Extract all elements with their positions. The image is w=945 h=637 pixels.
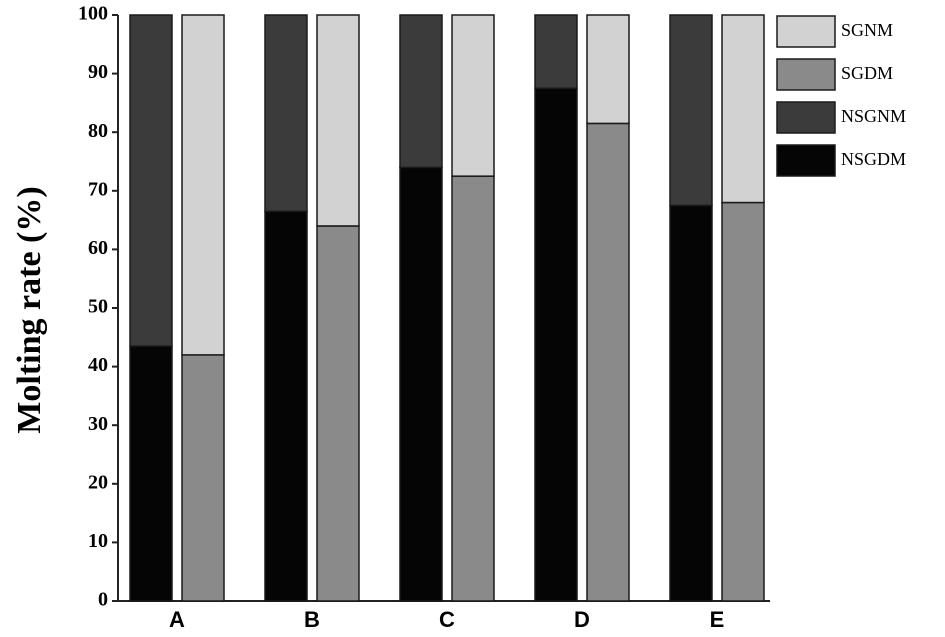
x-tick-label: B bbox=[304, 607, 320, 632]
legend-label: NSGNM bbox=[841, 106, 906, 126]
y-tick-label: 20 bbox=[88, 471, 108, 493]
legend-label: SGDM bbox=[841, 63, 893, 83]
x-tick-label: A bbox=[169, 607, 185, 632]
bar-segment bbox=[399, 166, 443, 602]
y-tick-label: 90 bbox=[88, 61, 108, 83]
bar-segment bbox=[721, 14, 765, 204]
bar-segment bbox=[316, 14, 360, 227]
bar-segment bbox=[721, 201, 765, 602]
bar-segment bbox=[316, 225, 360, 602]
bar-segment bbox=[534, 87, 578, 602]
legend-swatch bbox=[776, 144, 836, 177]
y-tick-label: 0 bbox=[98, 589, 108, 611]
y-tick-label: 40 bbox=[88, 354, 108, 376]
legend-swatch bbox=[776, 101, 836, 134]
x-tick-label: C bbox=[439, 607, 455, 632]
bar-segment bbox=[669, 204, 713, 602]
bar-segment bbox=[399, 14, 443, 169]
bar-segment bbox=[534, 14, 578, 89]
bar-segment bbox=[181, 354, 225, 602]
bar-segment bbox=[586, 14, 630, 125]
y-tick-label: 50 bbox=[88, 296, 108, 318]
bar-segment bbox=[181, 14, 225, 356]
y-tick-label: 70 bbox=[88, 178, 108, 200]
legend-swatch bbox=[776, 58, 836, 91]
bar-segment bbox=[669, 14, 713, 207]
legend-swatch bbox=[776, 15, 836, 48]
y-tick-label: 100 bbox=[78, 3, 108, 25]
legend-label: SGNM bbox=[841, 20, 893, 40]
y-tick-label: 60 bbox=[88, 237, 108, 259]
bar-segment bbox=[129, 14, 173, 347]
bar-segment bbox=[451, 175, 495, 602]
bar-segment bbox=[264, 210, 308, 602]
x-tick-label: D bbox=[574, 607, 590, 632]
bar-segment bbox=[264, 14, 308, 213]
bar-segment bbox=[451, 14, 495, 177]
legend-label: NSGDM bbox=[841, 149, 906, 169]
y-axis-label: Molting rate (%) bbox=[11, 186, 48, 433]
bar-segment bbox=[586, 122, 630, 602]
y-tick-label: 30 bbox=[88, 413, 108, 435]
y-tick-label: 10 bbox=[88, 530, 108, 552]
y-tick-label: 80 bbox=[88, 120, 108, 142]
x-tick-label: E bbox=[710, 607, 725, 632]
bar-segment bbox=[129, 345, 173, 602]
